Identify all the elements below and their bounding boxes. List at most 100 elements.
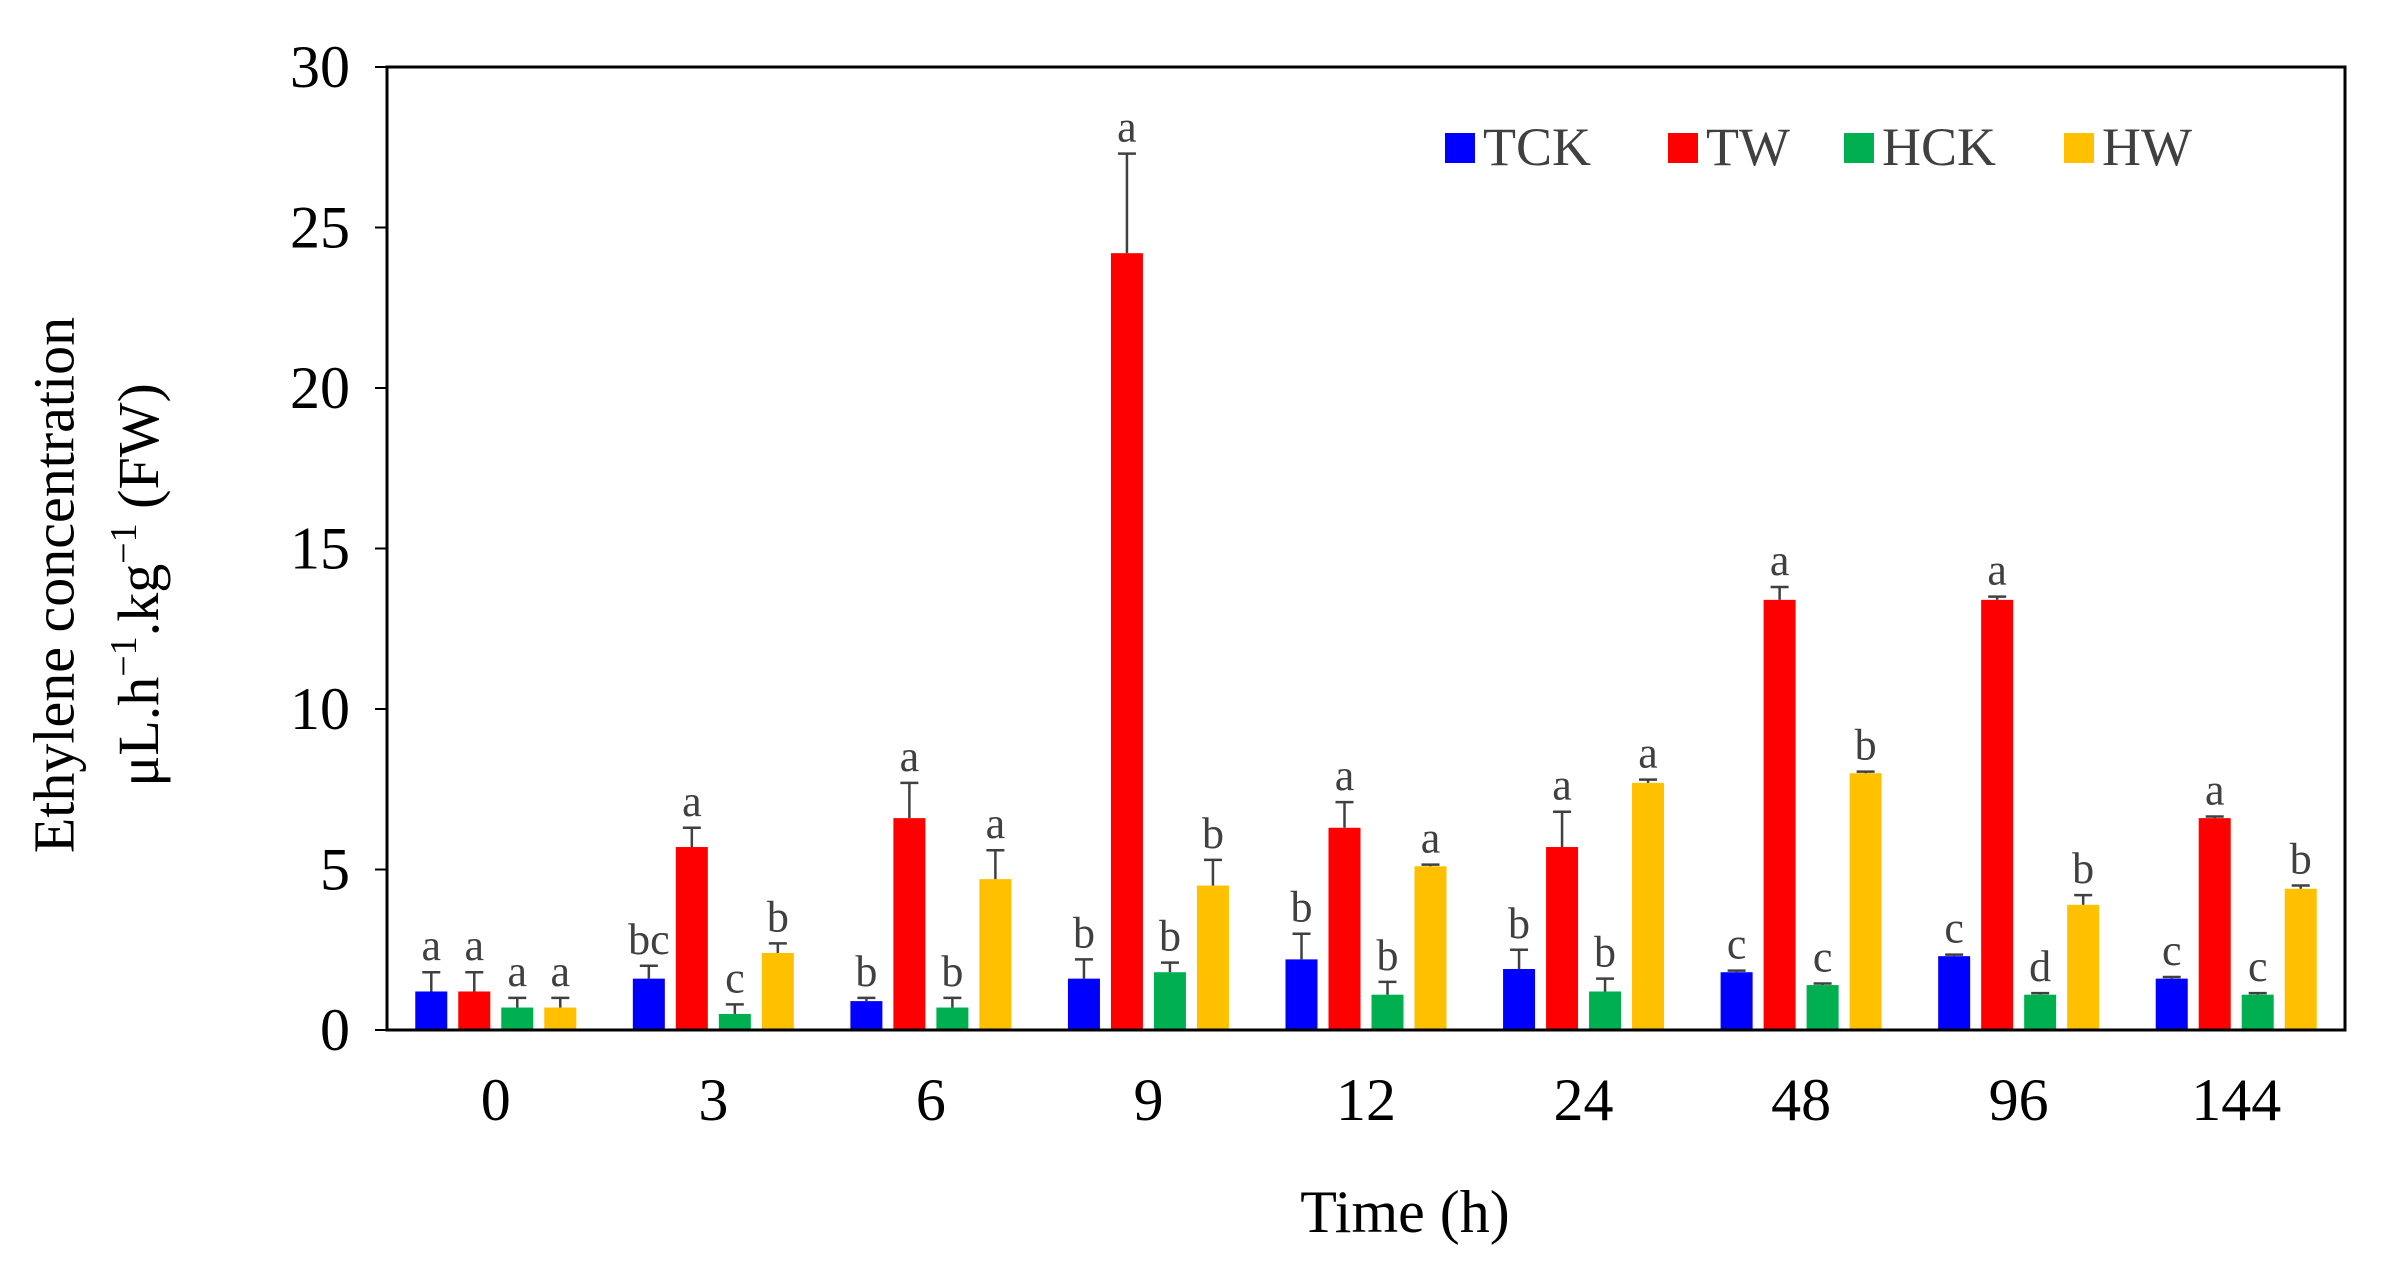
y-tick-label: 30 (290, 34, 350, 100)
bar-tw (1546, 847, 1579, 1030)
significance-label: a (1117, 103, 1137, 152)
significance-label: c (1944, 904, 1964, 953)
x-tick-label: 96 (1989, 1067, 2049, 1133)
bar-hck (1806, 985, 1839, 1030)
bar-tw (675, 847, 708, 1030)
significance-label: b (1291, 883, 1313, 932)
bar-hck (2241, 994, 2274, 1030)
bar-tw (1981, 599, 2014, 1030)
legend-label-tck: TCK (1483, 117, 1591, 177)
bar-hck (1371, 994, 1404, 1030)
significance-label: b (1594, 928, 1616, 977)
significance-label: c (1813, 932, 1833, 981)
bar-hw (2284, 888, 2317, 1030)
significance-label: b (855, 947, 877, 996)
significance-label: b (1377, 931, 1399, 980)
significance-label: b (1508, 899, 1530, 948)
plot-frame (385, 65, 2347, 1032)
bar-tck (1285, 959, 1318, 1030)
bar-tck (1503, 969, 1536, 1030)
legend-swatch-tw (1668, 133, 1698, 163)
x-tick-label: 3 (698, 1067, 728, 1133)
significance-label: a (551, 947, 571, 996)
y-tick-label: 10 (290, 676, 350, 742)
legend-swatch-hw (2064, 133, 2094, 163)
x-tick-label: 9 (1133, 1067, 1163, 1133)
bar-tw (458, 991, 491, 1030)
x-axis-title: Time (h) (1300, 1179, 1509, 1245)
legend-label-hck: HCK (1882, 117, 1996, 177)
bar-tck (1720, 972, 1753, 1030)
x-tick-label: 0 (481, 1067, 511, 1133)
significance-label: bc (628, 915, 670, 964)
x-tick-label: 144 (2191, 1067, 2281, 1133)
significance-label: a (986, 799, 1006, 848)
bar-tck (2155, 978, 2188, 1030)
bar-hck (2024, 994, 2057, 1030)
y-tick-label: 5 (320, 837, 350, 903)
significance-label: a (465, 921, 485, 970)
bar-hw (1849, 773, 1882, 1030)
bar-hw (544, 1007, 577, 1030)
legend-swatch-hck (1844, 133, 1874, 163)
bar-hw (1632, 782, 1665, 1030)
significance-label: a (1987, 546, 2007, 595)
significance-label: c (2162, 926, 2182, 975)
significance-label: b (941, 947, 963, 996)
bar-tw (1328, 827, 1361, 1030)
significance-label: a (2205, 766, 2225, 815)
bar-tck (1067, 978, 1100, 1030)
bar-tck (850, 1001, 883, 1030)
x-tick-label: 48 (1771, 1067, 1831, 1133)
bar-tw (1763, 599, 1796, 1030)
y-tick-label: 25 (290, 195, 350, 261)
y-tick-label: 15 (290, 516, 350, 582)
x-tick-label: 12 (1336, 1067, 1396, 1133)
significance-label: a (1421, 814, 1441, 863)
significance-label: b (767, 892, 789, 941)
bar-tw (1110, 253, 1143, 1030)
bar-hck (718, 1013, 751, 1030)
bar-hck (501, 1007, 534, 1030)
y-axis-title-line2: μL.h−1.kg−1 (FW) (103, 383, 171, 787)
bar-hck (1589, 991, 1622, 1030)
bar-hck (936, 1007, 969, 1030)
significance-label: a (508, 947, 528, 996)
x-tick-label: 6 (916, 1067, 946, 1133)
significance-label: a (1335, 751, 1355, 800)
x-tick-label: 24 (1554, 1067, 1614, 1133)
significance-label: b (2290, 835, 2312, 884)
y-axis-title-line1: Ethylene concentration (21, 317, 86, 853)
y-tick-label: 0 (320, 997, 350, 1063)
bar-tck (1938, 956, 1971, 1030)
y-axis-title: Ethylene concentration μL.h−1.kg−1 (FW) (21, 317, 171, 853)
significance-label: a (422, 921, 442, 970)
legend-label-tw: TW (1706, 117, 1790, 177)
significance-label: a (682, 777, 702, 826)
significance-label: a (1552, 761, 1572, 810)
y-tick-label: 20 (290, 355, 350, 421)
significance-label: b (2072, 844, 2094, 893)
significance-label: b (1073, 908, 1095, 957)
bar-hw (979, 879, 1012, 1030)
significance-label: b (1202, 809, 1224, 858)
legend-swatch-tck (1445, 133, 1475, 163)
bar-tck (415, 991, 448, 1030)
legend-label-hw: HW (2102, 117, 2192, 177)
significance-label: c (2248, 942, 2268, 991)
bar-hw (1414, 866, 1447, 1030)
bar-tck (632, 978, 665, 1030)
significance-label: b (1159, 912, 1181, 961)
bar-hck (1153, 972, 1186, 1030)
significance-label: a (1770, 536, 1790, 585)
bar-tw (893, 818, 926, 1030)
significance-label: c (1727, 920, 1747, 969)
significance-label: d (2029, 942, 2051, 991)
significance-label: a (1638, 729, 1658, 778)
legend: TCK TW HCK HW (1445, 117, 2192, 177)
bar-hw (761, 952, 794, 1030)
significance-label: b (1855, 721, 1877, 770)
bar-tw (2198, 818, 2231, 1030)
